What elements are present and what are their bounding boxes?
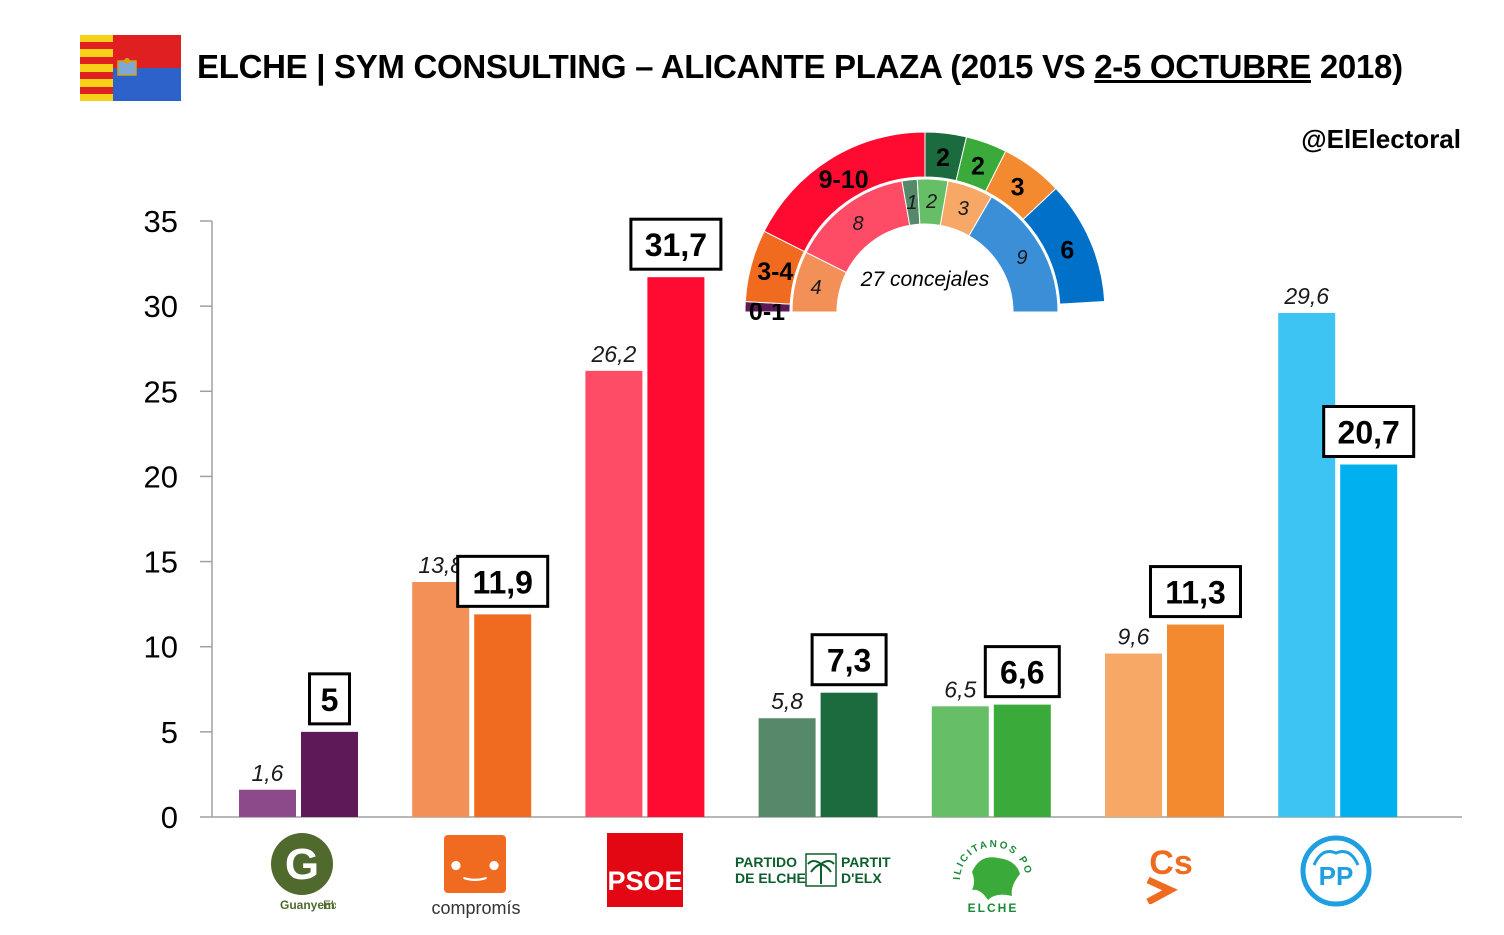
bar-2015-label: 29,6 — [1283, 283, 1329, 309]
compromis-logo: •‿• compromís — [431, 835, 521, 918]
seats-2018-label: 3 — [1011, 174, 1025, 202]
y-tick-label: 10 — [144, 630, 178, 665]
y-tick-label: 15 — [144, 545, 178, 580]
y-tick-label: 0 — [161, 800, 178, 835]
ilicitanos-logo-bottom: ELCHE — [968, 901, 1019, 915]
seats-2015-label: 8 — [853, 213, 864, 235]
bar-2018-label: 11,3 — [1165, 575, 1226, 611]
seats-2015-label: 2 — [925, 191, 937, 213]
pp-logo-name: PP — [1319, 861, 1354, 891]
bar-2018 — [301, 731, 358, 817]
bar-2015 — [1105, 653, 1162, 817]
bar-2015-label: 1,6 — [252, 760, 284, 786]
partido-de-elche-logo: PARTIDO DE ELCHE PARTIT D'ELX — [735, 853, 891, 887]
bar-2015 — [1278, 312, 1336, 817]
bar-2018 — [474, 614, 532, 817]
twitter-handle: @ElElectoral — [1301, 124, 1461, 154]
guanyem-logo-suffix: Elx — [323, 898, 336, 912]
bar-2018-label: 31,7 — [645, 227, 707, 263]
bar-group: 5,8 7,3 — [758, 633, 888, 817]
page-title: ELCHE | SYM CONSULTING – ALICANTE PLAZA … — [197, 48, 1403, 85]
bar-2015 — [931, 706, 989, 817]
seats-2015-label: 4 — [810, 277, 821, 299]
ilicitanos-por-elche-logo: ILICITANOS POR ELCHE — [950, 830, 1032, 915]
bar-2015-label: 6,5 — [944, 676, 976, 702]
bar-group: 26,2 31,7 — [585, 217, 723, 817]
bar-2015 — [758, 718, 816, 817]
bar-2018-label: 11,9 — [472, 564, 533, 600]
flag-shield-icon — [117, 58, 137, 76]
compromis-smile-icon: •‿• — [448, 852, 503, 882]
bar-2018-label: 7,3 — [827, 643, 871, 679]
ciudadanos-logo: Cs — [1146, 844, 1193, 904]
bar-2018-label-box — [1322, 405, 1416, 459]
bar-2015 — [239, 789, 296, 817]
palm-tree-icon — [807, 860, 835, 884]
seats-2018-segment — [1022, 187, 1106, 305]
elche-map-icon — [972, 857, 1020, 900]
bar-2015-label: 5,8 — [771, 688, 803, 714]
y-tick-label: 20 — [144, 459, 178, 494]
elche-flag-icon — [80, 35, 181, 101]
bar-2018-label: 5 — [321, 682, 339, 718]
bar-group: 9,6 11,3 — [1105, 565, 1242, 817]
bar-2015 — [585, 370, 643, 817]
bar-2018-label-box — [983, 645, 1061, 699]
bar-2018-label-box — [308, 672, 351, 726]
seats-2015-segment — [968, 196, 1059, 313]
y-tick-label: 30 — [144, 289, 178, 324]
seats-total-label: 27 concejales — [860, 268, 990, 291]
cs-logo-name: Cs — [1149, 844, 1192, 882]
seats-2018-label: 9-10 — [819, 166, 869, 194]
bar-2018 — [993, 704, 1051, 817]
bar-2015-label: 9,6 — [1118, 624, 1150, 650]
partido-logo-line2: DE ELCHE — [735, 870, 806, 886]
bar-group: 6,5 6,6 — [931, 645, 1061, 817]
psoe-logo-name: PSOE — [607, 866, 682, 896]
partit-logo-line1: PARTIT — [841, 854, 891, 870]
seats-2018-label: 3-4 — [757, 258, 793, 286]
seats-2018-label: 2 — [971, 152, 985, 180]
bar-2018-label-box — [629, 217, 723, 271]
bar-2018 — [820, 692, 878, 817]
bar-2018-label-box — [1149, 565, 1242, 619]
guanyem-logo-letter: G — [285, 840, 319, 889]
bar-2015 — [412, 582, 470, 817]
guanyem-elx-logo: G Guanyem Elx — [271, 833, 336, 912]
bar-2018-label-box — [456, 554, 550, 608]
seats-2018-label: 6 — [1060, 237, 1074, 265]
bar-2015-label: 13,8 — [418, 552, 463, 578]
title-date-underlined: 2-5 OCTUBRE — [1094, 48, 1311, 85]
bar-group: 13,8 11,9 — [412, 552, 550, 817]
bar-group: 29,6 20,7 — [1278, 283, 1416, 817]
guanyem-logo-name: Guanyem — [280, 898, 335, 912]
pp-seagull-icon — [1312, 850, 1360, 866]
bar-group: 1,65 — [239, 672, 358, 817]
seats-2015-label: 3 — [958, 198, 969, 220]
bar-2018 — [647, 277, 705, 817]
bar-2018-label-box — [810, 633, 888, 687]
partit-logo-line2: D'ELX — [841, 870, 882, 886]
bar-2015-label: 26,2 — [591, 341, 637, 367]
seats-2015-label: 9 — [1016, 247, 1027, 269]
compromis-logo-name: compromís — [431, 898, 520, 918]
seats-2018-label: 2 — [936, 144, 950, 172]
partido-logo-line1: PARTIDO — [735, 854, 797, 870]
y-tick-label: 25 — [144, 374, 178, 409]
psoe-logo: PSOE — [607, 833, 683, 907]
seats-2015-label: 1 — [906, 192, 917, 214]
flag-stripes — [80, 35, 113, 101]
pp-logo: PP — [1300, 835, 1372, 907]
bar-2018 — [1167, 624, 1224, 817]
y-tick-label: 5 — [161, 715, 178, 750]
bar-2018-label: 20,7 — [1338, 415, 1400, 451]
y-tick-label: 35 — [144, 204, 178, 239]
bar-2018 — [1340, 464, 1398, 817]
bar-2018-label: 6,6 — [1000, 655, 1044, 691]
cs-heart-icon — [1146, 876, 1178, 904]
